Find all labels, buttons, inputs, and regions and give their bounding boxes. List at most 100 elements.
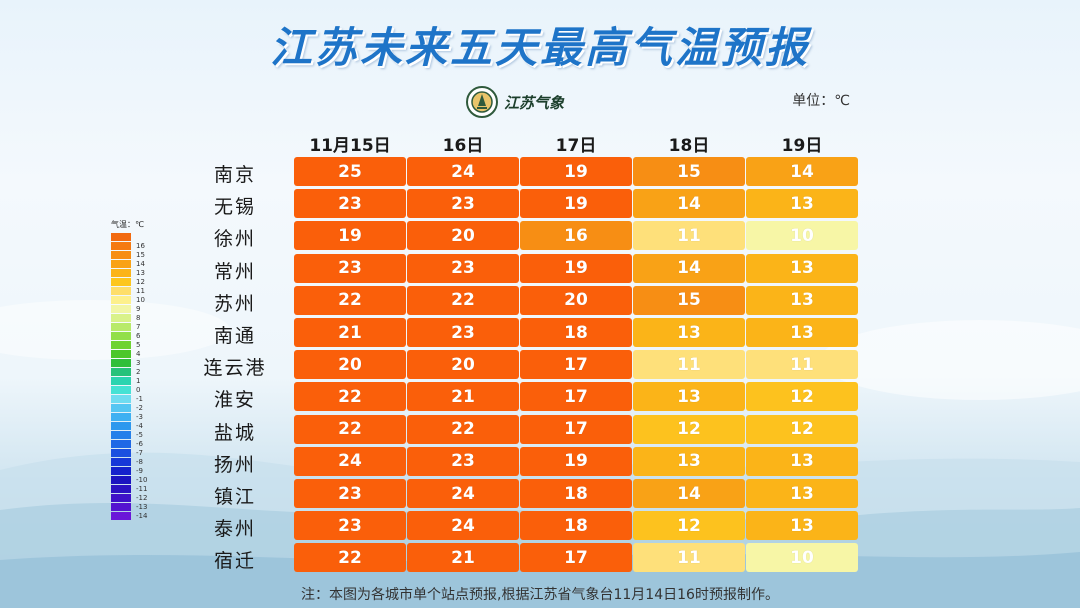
temperature-cell: 13 <box>746 253 858 283</box>
city-label: 宿迁 <box>213 550 256 573</box>
page-title: 江苏未来五天最高气温预报 <box>269 23 810 72</box>
temperature-cell: 24 <box>294 446 406 476</box>
city-label: 南通 <box>213 325 256 347</box>
temperature-cell: 22 <box>407 414 519 444</box>
temperature-cell: 13 <box>746 479 858 508</box>
legend-label: 7 <box>136 322 141 331</box>
legend-label: 5 <box>136 340 141 349</box>
city-label: 淮安 <box>213 389 256 412</box>
temperature-cell: 17 <box>520 414 632 444</box>
logo-text: 江苏气象 <box>504 93 565 112</box>
legend-swatch <box>111 349 131 358</box>
legend-row: 0 <box>111 385 147 394</box>
legend-row: 13 <box>111 268 147 277</box>
legend-swatch <box>111 331 131 340</box>
legend-swatch <box>111 259 131 268</box>
legend-swatch <box>111 322 131 331</box>
city-label: 徐州 <box>213 228 256 251</box>
temperature-cell: 15 <box>633 285 745 315</box>
temperature-cell: 10 <box>746 543 858 573</box>
temperature-cell: 12 <box>746 382 858 412</box>
temperature-cell: 14 <box>746 157 858 186</box>
legend-row: -8 <box>111 457 147 466</box>
temperature-cell: 13 <box>633 318 745 347</box>
legend-row: 8 <box>111 313 147 322</box>
legend-row: -12 <box>111 493 147 502</box>
legend-label: -4 <box>136 421 143 430</box>
legend-label: -13 <box>136 502 148 511</box>
temperature-cell: 21 <box>294 318 406 347</box>
temperature-cell: 13 <box>746 189 858 219</box>
legend-row: 14 <box>111 259 147 268</box>
temperature-cell: 19 <box>294 221 406 251</box>
legend-row: 10 <box>111 295 147 304</box>
temperature-cell: 11 <box>633 543 745 573</box>
legend-swatch <box>111 304 131 313</box>
legend-row: 15 <box>111 250 147 259</box>
legend-row: -6 <box>111 439 147 448</box>
legend-swatch <box>111 412 131 421</box>
temperature-cell: 13 <box>746 285 858 315</box>
temperature-cell: 23 <box>407 189 519 219</box>
temperature-cell: 22 <box>294 543 406 573</box>
legend-swatch <box>111 286 131 295</box>
legend-row: -10 <box>111 475 147 484</box>
legend-row: -1 <box>111 394 147 403</box>
temperature-cell: 17 <box>520 382 632 412</box>
legend-swatch <box>111 484 131 493</box>
temperature-cell: 23 <box>407 446 519 476</box>
temperature-cell: 17 <box>520 350 632 380</box>
legend-swatch <box>111 430 131 439</box>
legend-swatch <box>111 313 131 322</box>
legend-row: 5 <box>111 340 147 349</box>
temperature-cell: 23 <box>407 318 519 347</box>
temperature-cell: 23 <box>407 253 519 283</box>
temperature-cell: 16 <box>520 221 632 251</box>
city-label: 镇江 <box>213 486 256 508</box>
temperature-cell: 11 <box>633 221 745 251</box>
temperature-cell: 14 <box>633 479 745 508</box>
temperature-cell: 20 <box>294 350 406 380</box>
column-header-day-5: 19日 <box>781 136 823 156</box>
legend-swatch <box>111 340 131 349</box>
legend-swatch <box>111 250 131 259</box>
temperature-cell: 12 <box>633 414 745 444</box>
temperature-cell: 20 <box>407 221 519 251</box>
legend-label: 4 <box>136 349 141 358</box>
temperature-cell: 22 <box>294 285 406 315</box>
temperature-cell: 11 <box>633 350 745 380</box>
temperature-cell: 21 <box>407 382 519 412</box>
legend-label: 6 <box>136 331 141 340</box>
city-label: 无锡 <box>213 196 256 219</box>
temperature-cell: 19 <box>520 253 632 283</box>
legend-swatch <box>111 439 131 448</box>
legend-label: -14 <box>136 511 148 520</box>
legend-swatch <box>111 268 131 277</box>
legend-swatch <box>111 277 131 286</box>
footnote: 注：本图为各城市单个站点预报,根据江苏省气象台11月14日16时预报制作。 <box>301 587 779 603</box>
legend-row <box>111 232 147 241</box>
legend-row: 9 <box>111 304 147 313</box>
temperature-cell: 19 <box>520 446 632 476</box>
city-label: 扬州 <box>213 453 256 476</box>
legend-row: 2 <box>111 367 147 376</box>
temperature-cell: 17 <box>520 543 632 573</box>
legend-label: 2 <box>136 367 141 376</box>
temperature-cell: 21 <box>407 543 519 573</box>
unit-label: 单位：℃ <box>792 93 850 109</box>
legend-row: -2 <box>111 403 147 412</box>
legend-title: 气温：℃ <box>111 220 144 229</box>
city-label: 南京 <box>213 164 256 186</box>
legend-label: 13 <box>136 268 145 277</box>
legend-row: -5 <box>111 430 147 439</box>
temperature-cell: 22 <box>294 382 406 412</box>
temperature-cell: 25 <box>294 157 406 186</box>
temperature-legend: 气温：℃ 16 15 14 13 12 11 10 9 8 7 6 5 4 3 2 1 0 -1 -2 -3 -4 -5-… <box>111 219 147 520</box>
legend-label: 11 <box>136 286 145 295</box>
city-label: 盐城 <box>213 421 256 444</box>
temperature-cell: 24 <box>407 479 519 508</box>
temperature-cell: 24 <box>407 157 519 186</box>
legend-label: -2 <box>136 403 143 412</box>
legend-swatch <box>111 457 131 466</box>
legend-row: 11 <box>111 286 147 295</box>
